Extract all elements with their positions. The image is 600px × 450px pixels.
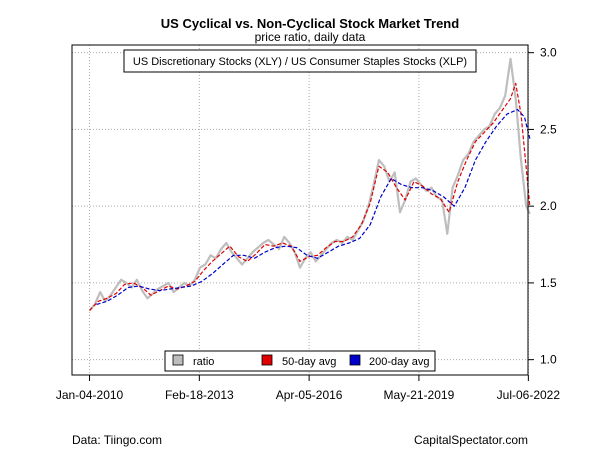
x-tick-label: May-21-2019 [384, 388, 455, 402]
x-axis: Jan-04-2010 Feb-18-2013 Apr-05-2016 May-21-… [56, 375, 561, 402]
x-tick-label: Feb-18-2013 [165, 388, 234, 402]
ma50-line [89, 82, 531, 311]
chart-legend: ratio 50-day avg 200-day avg [164, 350, 436, 372]
y-tick-label: 2.5 [540, 122, 557, 136]
plot-border [71, 44, 529, 376]
footer-credit: CapitalSpectator.com [414, 433, 528, 447]
x-tick-label: Apr-05-2016 [276, 388, 343, 402]
legend-swatch-50day [261, 354, 273, 366]
y-tick-label: 3.0 [540, 46, 557, 60]
y-tick-label: 1.5 [540, 276, 557, 290]
legend-swatch-200day [349, 354, 361, 366]
ma200-line [96, 108, 531, 305]
legend-label-50day: 50-day avg [282, 356, 336, 368]
x-tick-label: Jan-04-2010 [56, 388, 124, 402]
x-tick-label: Jul-06-2022 [497, 388, 561, 402]
annotation-text: US Discretionary Stocks (XLY) / US Consu… [133, 56, 467, 68]
y-axis: 1.0 1.5 2.0 2.5 3.0 [528, 46, 557, 367]
footer-source: Data: Tiingo.com [72, 433, 162, 447]
legend-swatch-ratio [172, 354, 184, 366]
annotation-box: US Discretionary Stocks (XLY) / US Consu… [123, 49, 477, 73]
series-layer [88, 57, 531, 312]
chart-subtitle: price ratio, daily data [255, 30, 366, 44]
y-tick-label: 2.0 [540, 199, 557, 213]
ratio-line [88, 57, 531, 312]
y-tick-label: 1.0 [540, 353, 557, 367]
legend-label-200day: 200-day avg [369, 356, 430, 368]
legend-frame [164, 350, 436, 372]
chart-title: US Cyclical vs. Non-Cyclical Stock Marke… [161, 16, 459, 31]
legend-label-ratio: ratio [193, 356, 214, 368]
